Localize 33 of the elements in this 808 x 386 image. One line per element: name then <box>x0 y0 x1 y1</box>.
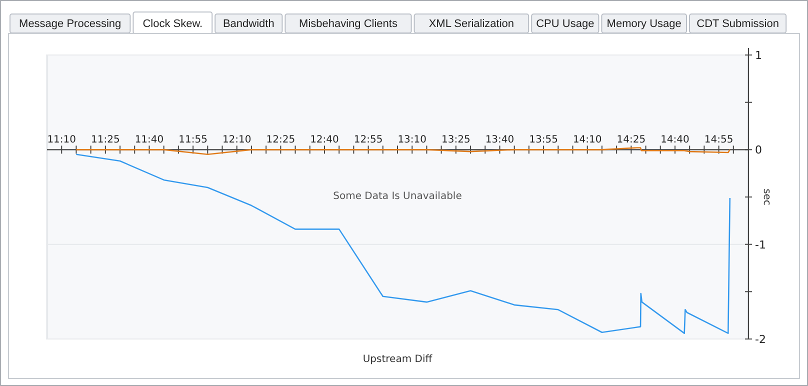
y-axis-title: sec <box>761 188 772 206</box>
x-tick-label: 11:55 <box>178 134 208 146</box>
text: Memory Usage <box>606 18 682 30</box>
x-tick-label: 11:10 <box>47 134 76 146</box>
chart-title: Clock Skew. <box>142 18 203 30</box>
text: Misbehaving Clients <box>299 18 398 30</box>
x-tick-label: 12:25 <box>266 134 296 146</box>
text: XML Serialization <box>428 18 514 30</box>
x-tick-label: 11:25 <box>91 134 120 146</box>
y-tick-label: -1 <box>755 238 766 252</box>
x-tick-label: 14:40 <box>660 134 690 146</box>
x-tick-label: 13:10 <box>398 134 427 146</box>
text: CDT Submission <box>696 18 779 30</box>
x-tick-label: 13:25 <box>442 134 470 146</box>
y-tick-label: 1 <box>755 49 762 62</box>
text: Message Processing <box>19 18 122 30</box>
line-series <box>76 147 731 156</box>
x-tick-label: 14:25 <box>616 134 646 146</box>
x-tick-label: 14:55 <box>704 134 734 146</box>
x-tick-label: 13:40 <box>485 134 514 146</box>
x-tick-label: 13:55 <box>529 134 558 146</box>
x-tick-label: 11:40 <box>134 134 164 146</box>
x-tick-label: 12:10 <box>222 134 252 146</box>
text: CPU Usage <box>536 18 594 30</box>
x-tick-label: 14:10 <box>572 134 602 146</box>
y-tick-label: -2 <box>755 333 766 346</box>
x-axis-title: Upstream Diff <box>362 354 434 365</box>
text: Bandwidth <box>222 18 274 30</box>
y-tick-label: 0 <box>755 144 762 157</box>
annotation: Some Data Is Unavailable <box>333 191 462 202</box>
x-tick-label: 12:55 <box>354 134 383 146</box>
x-tick-label: 12:40 <box>310 134 339 146</box>
line-series <box>76 154 731 334</box>
